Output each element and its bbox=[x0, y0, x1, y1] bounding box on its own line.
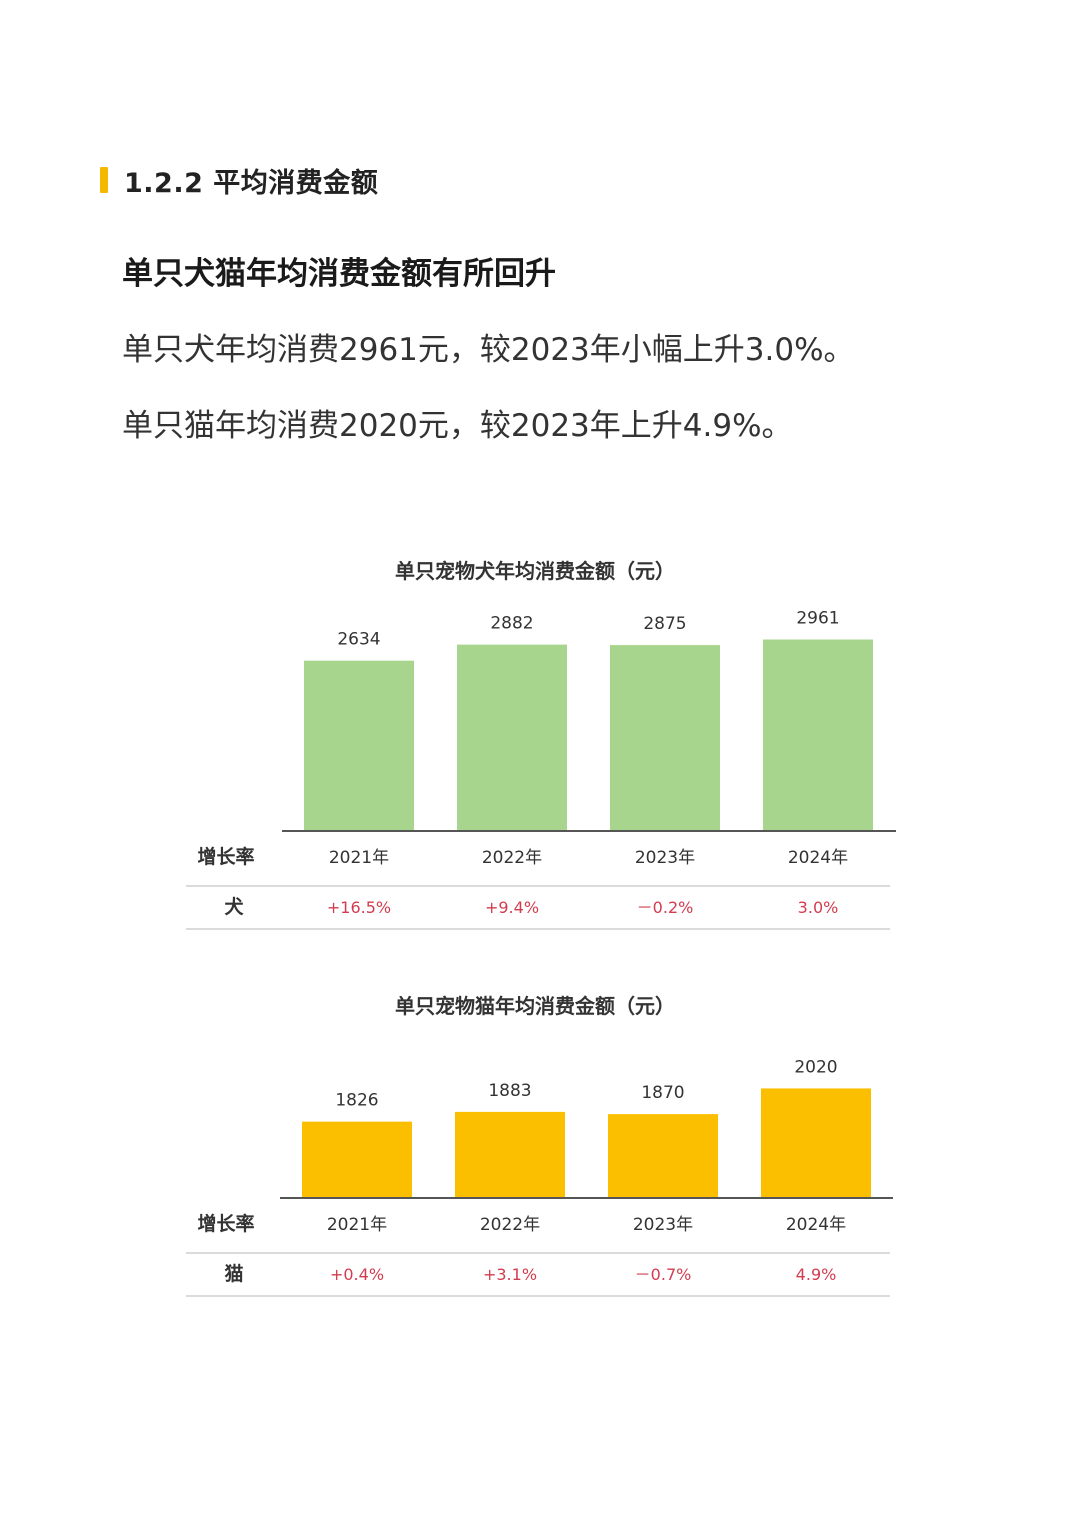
dog-category-label-2: 2023年 bbox=[635, 848, 695, 868]
headline: 单只犬猫年均消费金额有所回升 bbox=[122, 256, 556, 292]
dog-chart-title: 单只宠物犬年均消费金额（元） bbox=[395, 559, 675, 583]
dog-growth-header-label: 增长率 bbox=[197, 845, 254, 868]
cat-bar-3 bbox=[761, 1088, 871, 1198]
cat-bar-1 bbox=[455, 1111, 565, 1198]
section-title: 1.2.2 平均消费金额 bbox=[124, 167, 379, 199]
cat-bar-2 bbox=[608, 1114, 718, 1198]
dog-growth-value-1: +9.4% bbox=[485, 898, 539, 917]
cat-data-label-1: 1883 bbox=[488, 1081, 531, 1101]
dog-category-label-0: 2021年 bbox=[329, 848, 389, 868]
cat-data-label-2: 1870 bbox=[641, 1083, 684, 1103]
dog-bar-2 bbox=[610, 645, 720, 831]
dog-data-label-2: 2875 bbox=[643, 614, 686, 634]
cat-category-label-3: 2024年 bbox=[786, 1215, 846, 1235]
cat-growth-value-3: 4.9% bbox=[796, 1265, 837, 1284]
dog-data-label-3: 2961 bbox=[796, 609, 839, 629]
cat-growth-value-1: +3.1% bbox=[483, 1265, 537, 1284]
cat-spend-chart: 单只宠物猫年均消费金额（元） 1826 2021年 +0.4% 1883 2022年 +3.… bbox=[186, 994, 893, 1297]
cat-data-label-0: 1826 bbox=[335, 1091, 378, 1111]
dog-growth-row-label: 犬 bbox=[224, 895, 244, 918]
cat-category-label-2: 2023年 bbox=[633, 1215, 693, 1235]
cat-growth-value-2: －0.7% bbox=[635, 1265, 692, 1284]
dog-category-label-3: 2024年 bbox=[788, 848, 848, 868]
dog-bar-3 bbox=[763, 639, 873, 831]
dog-growth-value-2: －0.2% bbox=[637, 898, 694, 917]
dog-growth-value-3: 3.0% bbox=[798, 898, 839, 917]
dog-bar-0 bbox=[304, 660, 414, 831]
cat-data-label-3: 2020 bbox=[794, 1057, 837, 1077]
cat-growth-value-0: +0.4% bbox=[330, 1265, 384, 1284]
cat-category-label-0: 2021年 bbox=[327, 1215, 387, 1235]
cat-category-label-1: 2022年 bbox=[480, 1215, 540, 1235]
cat-growth-header-label: 增长率 bbox=[197, 1212, 254, 1235]
dog-bar-1 bbox=[457, 644, 567, 831]
cat-growth-row-label: 猫 bbox=[224, 1262, 243, 1285]
dog-data-label-1: 2882 bbox=[490, 614, 533, 634]
dog-spend-chart: 单只宠物犬年均消费金额（元） 2634 2021年 +16.5% 2882 2022年 +9… bbox=[186, 559, 896, 930]
section-accent-bar bbox=[100, 167, 108, 193]
dog-data-label-0: 2634 bbox=[337, 630, 380, 650]
section-heading: 1.2.2 平均消费金额 bbox=[100, 160, 378, 200]
dog-growth-value-0: +16.5% bbox=[327, 898, 391, 917]
cat-chart-title: 单只宠物猫年均消费金额（元） bbox=[395, 994, 675, 1018]
paragraph-dog: 单只犬年均消费2961元，较2023年小幅上升3.0%。 bbox=[122, 332, 855, 368]
dog-category-label-1: 2022年 bbox=[482, 848, 542, 868]
cat-bar-0 bbox=[302, 1121, 412, 1198]
paragraph-cat: 单只猫年均消费2020元，较2023年上升4.9%。 bbox=[122, 408, 793, 444]
